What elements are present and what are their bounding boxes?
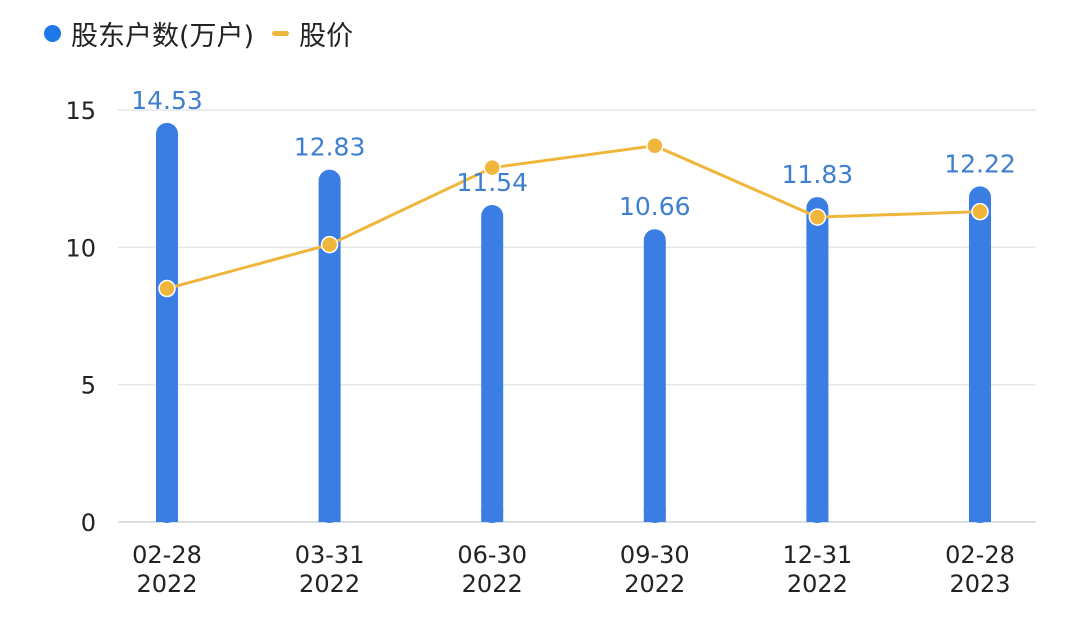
line-series-path [166, 144, 981, 290]
x-tick-label-2-line2: 2022 [462, 570, 523, 598]
y-tick-label-10: 10 [65, 234, 96, 262]
line-point-0 [158, 279, 176, 298]
bar-value-label-2: 11.54 [456, 168, 528, 197]
line-point-5 [971, 202, 989, 221]
x-tick-label-4-line2: 2022 [787, 570, 848, 598]
bar-base-0 [156, 510, 178, 522]
line-point-1 [320, 235, 339, 254]
y-tick-label-0: 0 [81, 509, 96, 537]
legend-item-line-series[interactable]: 股价 [272, 14, 353, 53]
x-tick-label-4-line1: 12-31 [783, 541, 853, 569]
x-tick-label-2-line1: 06-30 [457, 541, 527, 569]
line-point-4 [808, 208, 827, 226]
line-point-2 [483, 158, 501, 177]
bar-base-1 [318, 510, 341, 522]
bar-value-label-4: 11.83 [782, 160, 854, 189]
x-tick-label-1-line1: 03-31 [295, 541, 365, 569]
bar-value-label-5: 12.22 [944, 149, 1016, 178]
bar-base-5 [969, 510, 991, 522]
bar-value-label-3: 10.66 [619, 192, 691, 221]
legend-dash-icon [272, 31, 290, 36]
x-tick-label-5-line1: 02-28 [945, 541, 1015, 569]
legend-item-bar-series[interactable]: 股东户数(万户) [44, 14, 254, 53]
y-tick-label-5: 5 [81, 372, 96, 400]
legend-label-line-series: 股价 [299, 21, 354, 52]
x-tick-label-1-line2: 2022 [299, 570, 360, 598]
bar-base-4 [806, 510, 829, 522]
x-tick-label-0-line2: 2022 [136, 570, 197, 598]
bar-2 [481, 205, 504, 523]
bar-3 [643, 229, 666, 524]
bar-base-2 [481, 510, 504, 522]
legend-label-bar-series: 股东户数(万户) [71, 21, 255, 52]
x-tick-label-3-line2: 2022 [624, 570, 685, 598]
x-tick-label-0-line1: 02-28 [132, 541, 202, 569]
legend: 股东户数(万户) 股价 [44, 14, 371, 53]
bar-5 [969, 186, 991, 523]
legend-dot-icon [44, 25, 61, 42]
line-point-3 [646, 136, 664, 155]
bar-base-3 [643, 510, 666, 522]
bar-4 [806, 197, 829, 523]
y-tick-label-15: 15 [65, 97, 96, 125]
x-tick-label-5-line2: 2023 [949, 570, 1010, 598]
x-tick-label-3-line1: 09-30 [620, 541, 690, 569]
bar-value-label-0: 14.53 [131, 86, 203, 115]
bar-0 [156, 122, 178, 523]
bar-1 [318, 169, 341, 523]
bar-value-label-1: 12.83 [294, 133, 366, 162]
